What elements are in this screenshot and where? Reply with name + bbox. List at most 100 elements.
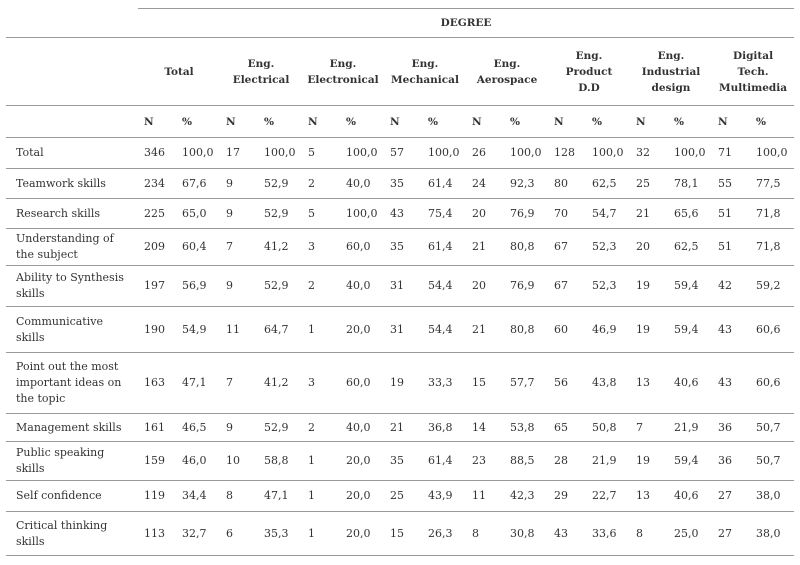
percent-cell: 62,5 xyxy=(584,168,630,199)
percent-cell: 64,7 xyxy=(256,306,302,353)
percent-cell: 54,9 xyxy=(174,306,220,353)
count-cell: 225 xyxy=(138,198,174,229)
percent-cell: 43,8 xyxy=(584,352,630,414)
percent-cell: 65,6 xyxy=(666,198,712,229)
count-cell: 32 xyxy=(630,137,666,169)
count-cell: 15 xyxy=(384,511,420,556)
count-cell: 51 xyxy=(712,228,748,266)
count-cell: 14 xyxy=(466,413,502,442)
count-cell: 159 xyxy=(138,441,174,481)
percent-cell: 100,0 xyxy=(584,137,630,169)
count-cell: 80 xyxy=(548,168,584,199)
percent-cell: 100,0 xyxy=(748,137,795,169)
percent-cell: 40,0 xyxy=(338,168,384,199)
percent-cell: 56,9 xyxy=(174,265,220,307)
count-cell: 21 xyxy=(384,413,420,442)
count-cell: 11 xyxy=(466,480,502,512)
count-cell: 209 xyxy=(138,228,174,266)
row-label: Communicative skills xyxy=(6,306,138,353)
data-row: Total 346 100,0 17 100,0 5 100,0 57 100,0 26 100,0… xyxy=(6,137,795,169)
count-cell: 128 xyxy=(548,137,584,169)
percent-cell: 65,0 xyxy=(174,198,220,229)
row-label: Management skills xyxy=(6,413,138,442)
percent-cell: 71,8 xyxy=(748,228,795,266)
count-cell: 13 xyxy=(630,352,666,414)
count-cell: 19 xyxy=(384,352,420,414)
percent-cell: 40,0 xyxy=(338,265,384,307)
group-header: Digital Tech. Multimedia xyxy=(712,37,795,106)
percent-cell: 22,7 xyxy=(584,480,630,512)
percent-cell: 52,9 xyxy=(256,265,302,307)
count-cell: 36 xyxy=(712,413,748,442)
data-row: Self confidence 119 34,4 8 47,1 1 20,0 25 43,9 11… xyxy=(6,480,795,512)
count-cell: 51 xyxy=(712,198,748,229)
percent-cell: 47,1 xyxy=(256,480,302,512)
count-cell: 21 xyxy=(466,306,502,353)
count-cell: 9 xyxy=(220,413,256,442)
percent-cell: 42,3 xyxy=(502,480,548,512)
count-cell: 163 xyxy=(138,352,174,414)
count-cell: 8 xyxy=(630,511,666,556)
group-header: Eng. Product D.D xyxy=(548,37,630,106)
count-cell: 31 xyxy=(384,265,420,307)
column-label: % xyxy=(666,105,712,138)
count-cell: 2 xyxy=(302,168,338,199)
count-cell: 5 xyxy=(302,198,338,229)
column-label: N xyxy=(384,105,420,138)
group-header: Eng. Industrial design xyxy=(630,37,712,106)
percent-cell: 61,4 xyxy=(420,228,466,266)
percent-cell: 59,2 xyxy=(748,265,795,307)
count-cell: 20 xyxy=(466,198,502,229)
data-row: Management skills 161 46,5 9 52,9 2 40,0 21 36,8… xyxy=(6,413,795,442)
percent-cell: 40,6 xyxy=(666,352,712,414)
count-cell: 43 xyxy=(712,306,748,353)
count-cell: 234 xyxy=(138,168,174,199)
percent-cell: 61,4 xyxy=(420,168,466,199)
row-label: Public speaking skills xyxy=(6,441,138,481)
row-label: Ability to Synthesis skills xyxy=(6,265,138,307)
count-cell: 13 xyxy=(630,480,666,512)
count-cell: 9 xyxy=(220,265,256,307)
count-cell: 6 xyxy=(220,511,256,556)
percent-cell: 20,0 xyxy=(338,511,384,556)
count-cell: 15 xyxy=(466,352,502,414)
percent-cell: 20,0 xyxy=(338,441,384,481)
data-row: Ability to Synthesis skills 197 56,9 9 52,9 2… xyxy=(6,265,795,307)
row-label: Critical thinking skills xyxy=(6,511,138,556)
data-row: Research skills 225 65,0 9 52,9 5 100,0 43 75,4 2… xyxy=(6,198,795,229)
data-row: Communicative skills 190 54,9 11 64,7 1 20,0 31… xyxy=(6,306,795,353)
percent-cell: 80,8 xyxy=(502,228,548,266)
count-cell: 43 xyxy=(548,511,584,556)
row-label: Point out the most important ideas on th… xyxy=(6,352,138,414)
percent-cell: 60,0 xyxy=(338,228,384,266)
column-label: % xyxy=(748,105,795,138)
count-cell: 65 xyxy=(548,413,584,442)
percent-cell: 59,4 xyxy=(666,306,712,353)
percent-cell: 54,7 xyxy=(584,198,630,229)
row-label: Understanding of the subject xyxy=(6,228,138,266)
count-cell: 1 xyxy=(302,441,338,481)
column-label: N xyxy=(712,105,748,138)
count-cell: 55 xyxy=(712,168,748,199)
percent-cell: 36,8 xyxy=(420,413,466,442)
percent-cell: 92,3 xyxy=(502,168,548,199)
percent-cell: 52,3 xyxy=(584,228,630,266)
percent-cell: 43,9 xyxy=(420,480,466,512)
column-label: N xyxy=(220,105,256,138)
percent-cell: 100,0 xyxy=(666,137,712,169)
percent-cell: 60,4 xyxy=(174,228,220,266)
column-label: N xyxy=(466,105,502,138)
percent-cell: 54,4 xyxy=(420,265,466,307)
count-cell: 19 xyxy=(630,441,666,481)
percent-cell: 59,4 xyxy=(666,265,712,307)
count-cell: 8 xyxy=(466,511,502,556)
row-label: Research skills xyxy=(6,198,138,229)
group-header-row: Total Eng. Electrical Eng. Electronical Eng… xyxy=(6,37,795,106)
count-cell: 2 xyxy=(302,265,338,307)
percent-cell: 25,0 xyxy=(666,511,712,556)
column-label: % xyxy=(502,105,548,138)
count-cell: 190 xyxy=(138,306,174,353)
percent-cell: 21,9 xyxy=(666,413,712,442)
count-cell: 1 xyxy=(302,480,338,512)
